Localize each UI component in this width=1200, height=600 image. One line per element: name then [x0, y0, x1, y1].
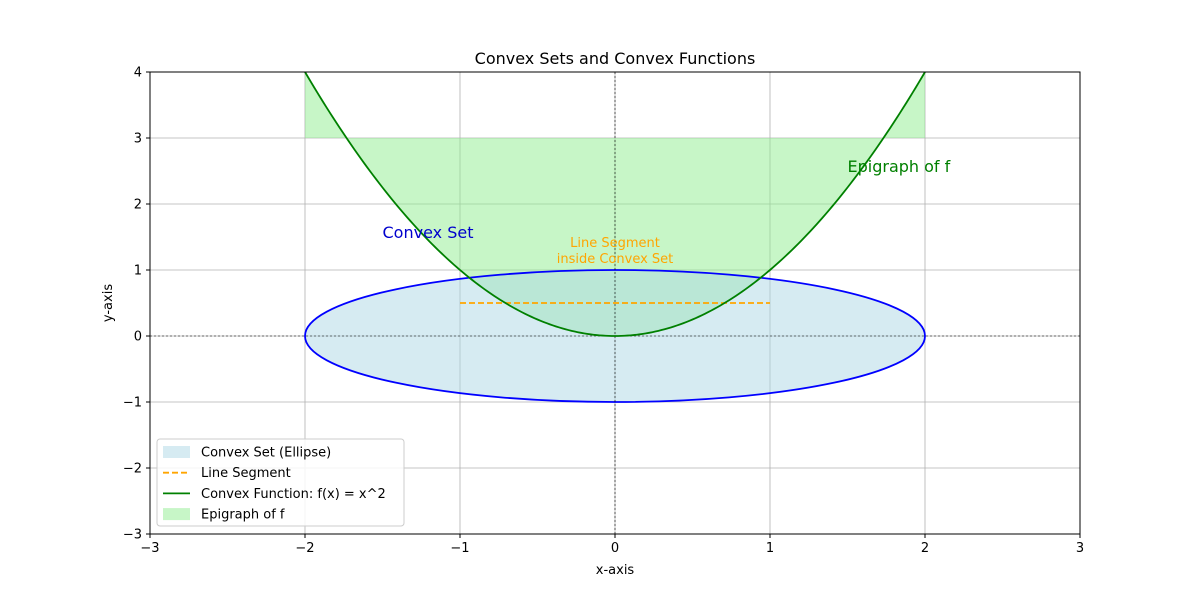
axes: −3 −2 −1 0 1 2 3 −3 −2 −1 0 1 2 3 4 — [123, 66, 1084, 557]
y-tick-label: 0 — [134, 330, 142, 345]
y-tick-label: −1 — [123, 396, 142, 411]
legend-swatch — [163, 508, 190, 521]
chart-title: Convex Sets and Convex Functions — [475, 49, 756, 68]
y-axis-label: y-axis — [101, 284, 116, 322]
legend-swatch — [163, 446, 190, 458]
x-axis-label: x-axis — [596, 563, 635, 578]
y-tick-label: 1 — [134, 264, 142, 279]
x-tick-label: 2 — [921, 541, 929, 556]
y-tick-label: 3 — [134, 132, 142, 147]
y-tick-label: −2 — [123, 462, 142, 477]
x-tick-label: −2 — [295, 541, 314, 556]
x-tick-label: 0 — [611, 541, 619, 556]
legend-box — [156, 438, 405, 527]
marks — [150, 71, 1080, 534]
legend-label: Line Segment — [201, 466, 291, 481]
annotation-convex-set: Convex Set — [383, 223, 474, 242]
annotation-line-segment: Line Segment — [570, 236, 660, 251]
convex-function-curve — [304, 71, 926, 337]
legend-label: Convex Function: f(x) = x^2 — [201, 487, 386, 502]
y-tick-label: 4 — [134, 66, 142, 81]
y-tick-label: 2 — [134, 198, 142, 213]
y-tick-label: −3 — [123, 528, 142, 543]
legend-label: Convex Set (Ellipse) — [201, 446, 331, 461]
x-tick-label: 1 — [766, 541, 774, 556]
legend-label: Epigraph of f — [201, 508, 285, 523]
x-tick-label: −1 — [450, 541, 469, 556]
legend: Convex Set (Ellipse) Line Segment Convex F… — [156, 438, 405, 527]
annotation-inside-convex-set: inside Convex Set — [557, 252, 674, 267]
x-tick-label: −3 — [140, 541, 159, 556]
annotations: Convex Set Epigraph of f Line Segmentinsid… — [383, 157, 951, 267]
x-tick-label: 3 — [1076, 541, 1084, 556]
annotation-epigraph: Epigraph of f — [848, 157, 951, 176]
